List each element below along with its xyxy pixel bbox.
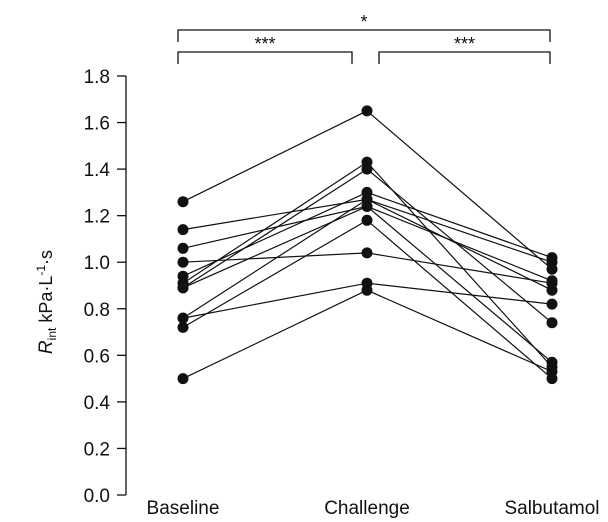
data-point [546,298,558,310]
data-points [177,105,558,385]
significance-label: *** [254,34,275,54]
data-point [546,356,558,368]
subject-line [182,219,553,380]
y-tick-label: 0.6 [84,346,110,367]
data-point [177,321,189,333]
category-label: Challenge [324,498,410,519]
data-point [177,312,189,324]
y-axis: 0.0 0.2 0.4 0.6 0.8 1.0 1.2 1.4 1.6 1.8 [84,67,127,507]
significance-brackets: *** **** [177,12,551,64]
significance-bracket [177,29,551,42]
data-point [361,163,373,175]
y-tick-label: 1.4 [84,160,111,181]
data-point [177,282,189,294]
data-point [177,224,189,236]
y-tick-label: 1.6 [84,114,110,135]
significance-label: *** [454,34,475,54]
y-tick-label: 0.2 [84,439,110,460]
y-tick-label: 1.8 [84,67,110,88]
data-point [177,196,189,208]
y-tick-label: 1.2 [84,207,110,228]
data-point [177,242,189,254]
data-point [361,105,373,117]
data-point [546,317,558,329]
significance-bracket [378,51,551,64]
y-axis-title: Rint kPa·L-1·s [34,250,59,354]
category-label: Salbutamol [504,498,599,519]
y-tick-label: 0.8 [84,300,110,321]
y-tick-label: 1.0 [84,253,110,274]
category-label: Baseline [147,498,220,519]
data-point [361,247,373,259]
data-point [546,252,558,264]
data-point [546,366,558,378]
subject-line [182,289,553,380]
data-point [546,284,558,296]
data-point [361,214,373,226]
significance-label: * [360,12,367,32]
data-point [361,284,373,296]
y-tick-label: 0.0 [84,486,110,507]
y-tick-label: 0.4 [84,393,111,414]
category-labels: Baseline Challenge Salbutamol [147,498,600,519]
data-point [361,193,373,205]
subject-lines [182,110,553,380]
data-point [177,373,189,385]
data-point [177,256,189,268]
significance-bracket [177,51,353,64]
